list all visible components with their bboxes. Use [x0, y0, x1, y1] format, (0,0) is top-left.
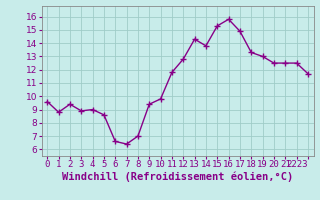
X-axis label: Windchill (Refroidissement éolien,°C): Windchill (Refroidissement éolien,°C) — [62, 172, 293, 182]
